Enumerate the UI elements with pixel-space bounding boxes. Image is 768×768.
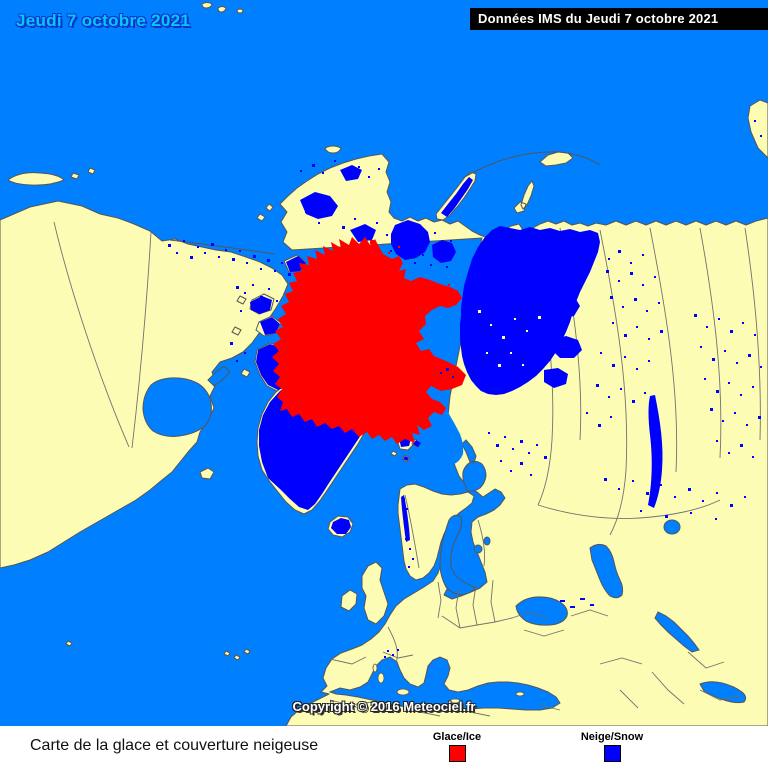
- snow-chukotka: [300, 165, 376, 242]
- map-canvas: [0, 0, 768, 726]
- legend-snow-swatch: [603, 745, 621, 762]
- snow-novaya-zemlya: [441, 177, 473, 217]
- region-uk: [361, 561, 389, 625]
- island-sardinia: [377, 672, 385, 684]
- island-corsica: [372, 663, 378, 673]
- snow-urals: [648, 395, 663, 508]
- mediterranean-islands: [372, 663, 525, 704]
- ice-main-pack: [272, 237, 466, 444]
- sea-white-sea: [461, 439, 487, 492]
- ims-data-box: Données IMS du Jeudi 7 octobre 2021: [470, 8, 768, 30]
- sea-hudson-strait: [207, 365, 231, 387]
- island-cyprus: [515, 691, 525, 697]
- legend-ice-swatch: [448, 745, 466, 762]
- coast-arc-decoration: [169, 151, 601, 255]
- map-title: Carte de la glace et couverture neigeuse: [30, 737, 319, 754]
- snow-siberia-lobes: [391, 220, 582, 388]
- sea-hudson-bay: [142, 377, 212, 437]
- region-top-islets: [201, 2, 274, 222]
- region-aleutians: [7, 167, 96, 186]
- legend-snow-label: Neige/Snow: [580, 731, 644, 743]
- sea-mediterranean: [328, 656, 561, 712]
- region-north-america: [0, 200, 289, 569]
- sea-baltic: [439, 514, 477, 596]
- region-azores-bermuda: [65, 640, 251, 661]
- lake-onega: [483, 536, 491, 546]
- map-copyright: Copyright © 2016 Meteociel.fr: [292, 699, 476, 714]
- sea-red-sea: [654, 611, 700, 653]
- footer-bar: Carte de la glace et couverture neigeuse…: [0, 726, 768, 768]
- region-wrangel: [324, 145, 342, 154]
- snow-svalbard: [399, 435, 421, 461]
- snow-iceland: [331, 518, 351, 534]
- region-newfoundland: [199, 467, 215, 480]
- island-crete: [448, 698, 462, 704]
- island-sicily: [396, 688, 410, 696]
- ice-snow-map: Jeudi 7 octobre 2021 Données IMS du Jeud…: [0, 0, 768, 726]
- legend-item-snow: Neige/Snow: [574, 731, 650, 762]
- snow-siberia-main: [460, 226, 600, 395]
- legend-item-ice: Glace/Ice: [425, 731, 489, 762]
- sea-ice: [272, 237, 466, 444]
- lake-ladoga: [473, 544, 483, 554]
- snow-in-ice-flecks: [440, 368, 454, 378]
- region-ireland: [340, 589, 358, 612]
- region-kamchatka-corner: [747, 99, 768, 159]
- sea-aral: [663, 519, 681, 535]
- country-borders: [53, 221, 761, 717]
- ims-data-label: Données IMS du Jeudi 7 octobre 2021: [478, 11, 719, 26]
- region-arctic-islands-chain: [511, 151, 574, 240]
- map-date-label: Jeudi 7 octobre 2021: [16, 11, 191, 30]
- sea-caspian: [589, 543, 624, 599]
- region-eurasia-africa: [279, 153, 768, 726]
- sea-black-sea: [515, 596, 568, 626]
- seas-overlays: [142, 365, 747, 712]
- legend-ice-label: Glace/Ice: [432, 731, 482, 743]
